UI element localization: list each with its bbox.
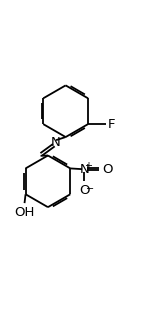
Text: OH: OH <box>14 206 34 219</box>
Text: F: F <box>108 118 115 131</box>
Text: O: O <box>79 184 90 197</box>
Text: −: − <box>86 184 94 194</box>
Text: O: O <box>102 163 112 176</box>
Text: N: N <box>79 163 89 176</box>
Text: +: + <box>84 161 93 171</box>
Text: N: N <box>51 136 61 149</box>
